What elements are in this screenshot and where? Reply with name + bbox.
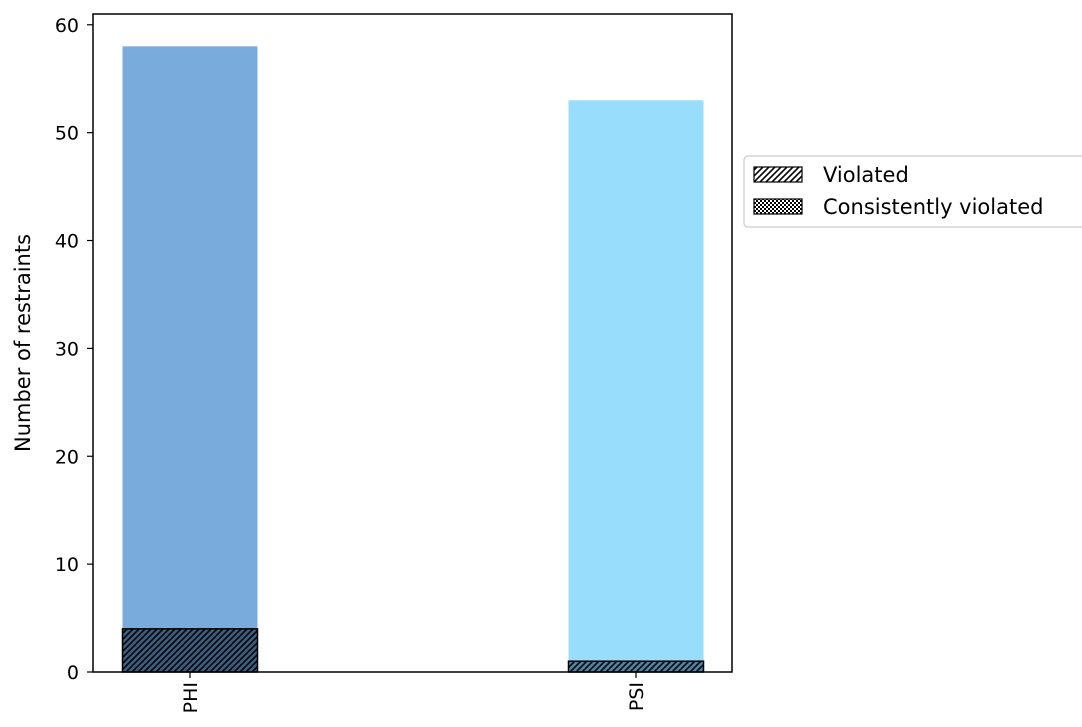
plot-frame <box>92 13 733 673</box>
y-tick-label: 0 <box>67 662 79 684</box>
bar-psi-total <box>568 100 704 672</box>
x-tick-label-psi: PSI <box>626 682 648 711</box>
ticks-layer: PHI PSI 0 10 20 30 40 50 60 <box>55 15 648 714</box>
y-axis-title: Number of restraints <box>11 234 35 452</box>
legend-swatch-violated <box>753 166 803 183</box>
legend-box <box>743 155 1082 228</box>
legend-swatch-consistently-violated <box>753 198 803 215</box>
bar-psi-violated <box>567 660 705 673</box>
legend-label-violated: Violated <box>823 163 909 187</box>
y-tick-label: 30 <box>55 338 79 360</box>
x-tick-label-phi: PHI <box>180 682 202 713</box>
y-tick-label: 40 <box>55 231 79 253</box>
legend: Violated Consistently violated <box>743 155 1082 228</box>
y-tick-label: 60 <box>55 15 79 37</box>
y-tick-label: 10 <box>55 554 79 576</box>
legend-label-consistently-violated: Consistently violated <box>823 195 1043 219</box>
y-tick-label: 50 <box>55 123 79 145</box>
y-tick-label: 20 <box>55 446 79 468</box>
bar-phi-violated <box>121 628 259 673</box>
bar-phi-total <box>122 46 258 672</box>
bars-layer <box>121 46 705 673</box>
